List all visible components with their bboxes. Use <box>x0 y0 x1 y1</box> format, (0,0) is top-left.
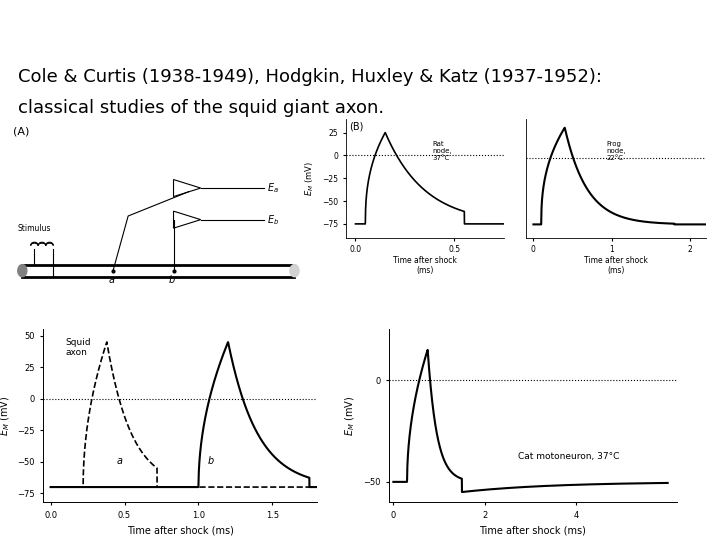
Text: b: b <box>169 275 175 285</box>
Text: $E_a$: $E_a$ <box>267 181 279 195</box>
Text: (B): (B) <box>348 121 363 131</box>
X-axis label: Time after shock (ms): Time after shock (ms) <box>480 525 586 535</box>
Y-axis label: $E_M$ (mV): $E_M$ (mV) <box>304 161 316 195</box>
Text: Propagation of action potential along axon: Propagation of action potential along ax… <box>9 15 514 35</box>
Polygon shape <box>174 179 201 197</box>
Text: classical studies of the squid giant axon.: classical studies of the squid giant axo… <box>18 99 384 117</box>
Text: Stimulus: Stimulus <box>18 224 51 233</box>
X-axis label: Time after shock (ms): Time after shock (ms) <box>127 525 233 535</box>
Ellipse shape <box>18 265 27 276</box>
Text: Squid
axon: Squid axon <box>65 338 91 357</box>
X-axis label: Time after shock
(ms): Time after shock (ms) <box>584 255 647 275</box>
Text: Cat motoneuron, 37°C: Cat motoneuron, 37°C <box>518 452 620 461</box>
Text: b: b <box>207 456 214 466</box>
Ellipse shape <box>290 265 299 276</box>
Text: Cole & Curtis (1938-1949), Hodgkin, Huxley & Katz (1937-1952):: Cole & Curtis (1938-1949), Hodgkin, Huxl… <box>18 68 602 86</box>
Text: Frog
node,
22°C: Frog node, 22°C <box>606 141 626 161</box>
Text: $E_b$: $E_b$ <box>267 213 279 227</box>
Y-axis label: $E_M$ (mV): $E_M$ (mV) <box>344 396 357 436</box>
X-axis label: Time after shock
(ms): Time after shock (ms) <box>393 255 456 275</box>
Text: a: a <box>109 275 114 285</box>
Text: (A): (A) <box>13 126 30 136</box>
Y-axis label: $E_M$ (mV): $E_M$ (mV) <box>0 396 12 436</box>
Text: Rat
node,
37°C: Rat node, 37°C <box>433 141 452 161</box>
Polygon shape <box>174 211 201 228</box>
Text: a: a <box>117 456 123 466</box>
